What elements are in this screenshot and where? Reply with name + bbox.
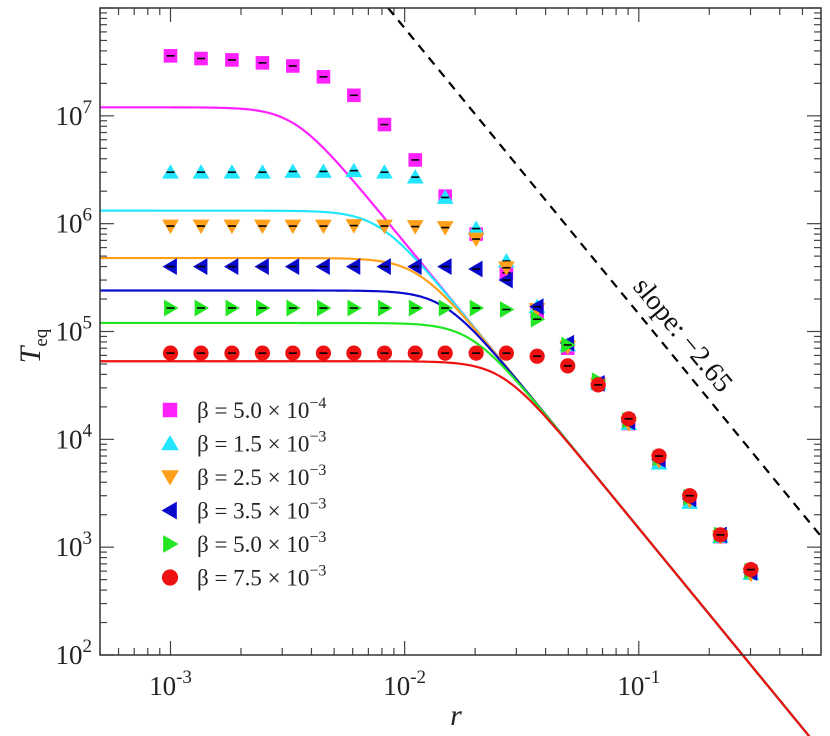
- minor-ticks: [99, 8, 821, 655]
- legend-marker: [161, 470, 179, 486]
- y-tick-label-base: 10: [56, 209, 83, 239]
- y-tick-label-exponent: 2: [83, 636, 93, 657]
- data-point: [497, 261, 515, 276]
- legend-label-exponent: −3: [309, 529, 326, 546]
- y-tick-label-exponent: 6: [83, 205, 93, 226]
- x-tick-label-base: 10: [383, 671, 410, 701]
- x-tick-label-exponent: -3: [176, 667, 192, 688]
- y-tick-label-base: 10: [56, 532, 83, 562]
- legend-label: β = 1.5 × 10−3: [197, 429, 326, 457]
- x-axis-label: r: [450, 699, 462, 732]
- legend-label-exponent: −3: [309, 563, 326, 580]
- y-tick-label: 102: [56, 636, 93, 670]
- legend-marker: [163, 535, 179, 553]
- legend-label-main: β = 5.0 × 10: [197, 532, 309, 557]
- x-tick-label: 10-1: [617, 667, 660, 701]
- legend-marker: [161, 569, 179, 586]
- legend-marker: [161, 501, 177, 520]
- legend-marker: [162, 402, 178, 418]
- legend-label: β = 3.5 × 10−3: [197, 496, 326, 524]
- y-tick-label: 104: [56, 420, 93, 454]
- legend-label-main: β = 2.5 × 10: [197, 465, 309, 490]
- fit-curves: [100, 106, 811, 736]
- y-tick-label-base: 10: [56, 640, 83, 670]
- y-tick-label-base: 10: [56, 101, 83, 131]
- y-tick-label: 105: [56, 313, 93, 347]
- series-beta=7.5e-3: [162, 345, 759, 578]
- y-tick-label: 106: [56, 205, 93, 239]
- legend-label-exponent: −3: [309, 429, 326, 446]
- legend-label: β = 7.5 × 10−3: [197, 563, 326, 591]
- x-tick-label-base: 10: [617, 671, 644, 701]
- y-tick-label-base: 10: [56, 317, 83, 347]
- y-axis-label-group: Teq: [14, 328, 52, 363]
- y-tick-label: 107: [56, 97, 93, 131]
- x-tick-label-exponent: -2: [410, 667, 426, 688]
- data-points: [162, 49, 760, 583]
- x-tick-label: 10-3: [149, 667, 192, 701]
- x-tick-label-exponent: -1: [644, 667, 660, 688]
- y-tick-label-exponent: 3: [83, 528, 93, 549]
- legend-label-main: β = 5.0 × 10: [197, 398, 309, 423]
- y-tick-label-exponent: 4: [83, 420, 93, 441]
- legend-label-exponent: −4: [309, 395, 326, 412]
- y-tick-label: 103: [56, 528, 93, 562]
- y-tick-label-exponent: 5: [83, 313, 93, 334]
- legend-label-main: β = 7.5 × 10: [197, 566, 309, 591]
- x-tick-label: 10-2: [383, 667, 426, 701]
- legend-label: β = 2.5 × 10−3: [197, 462, 326, 490]
- x-tick-labels: 10-3 10-2 10-1: [149, 667, 660, 701]
- y-axis-label-subscript: eq: [31, 328, 52, 346]
- y-tick-label-exponent: 7: [83, 97, 93, 118]
- legend: β = 5.0 × 10−4β = 1.5 × 10−3β = 2.5 × 10…: [161, 395, 326, 591]
- legend-label-exponent: −3: [309, 462, 326, 479]
- legend-label: β = 5.0 × 10−3: [197, 529, 326, 557]
- major-ticks: [100, 7, 821, 656]
- svg-text:Teq: Teq: [14, 328, 52, 363]
- y-tick-label-base: 10: [56, 424, 83, 454]
- x-tick-label-base: 10: [149, 671, 176, 701]
- fit-curve-beta=7.5e-3: [100, 360, 811, 736]
- legend-marker: [161, 435, 179, 451]
- y-axis-label: T: [14, 344, 47, 363]
- reference-slope-line: [387, 7, 822, 537]
- legend-label-main: β = 1.5 × 10: [197, 432, 309, 457]
- plot-frame: [99, 7, 822, 656]
- legend-label-main: β = 3.5 × 10: [197, 499, 309, 524]
- legend-label: β = 5.0 × 10−4: [197, 395, 326, 423]
- reference-line-layer: [387, 7, 822, 537]
- legend-label-exponent: −3: [309, 496, 326, 513]
